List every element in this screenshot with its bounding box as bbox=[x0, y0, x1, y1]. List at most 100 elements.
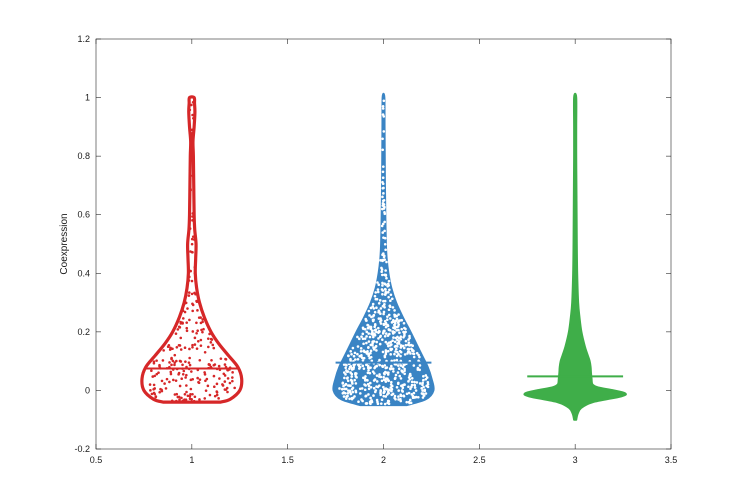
data-point bbox=[190, 131, 194, 135]
data-point bbox=[421, 389, 424, 392]
data-point bbox=[371, 302, 375, 306]
data-point bbox=[418, 355, 421, 359]
data-point bbox=[185, 373, 188, 377]
data-point bbox=[163, 382, 166, 385]
data-point bbox=[372, 318, 375, 322]
data-point bbox=[366, 326, 370, 330]
data-point bbox=[382, 252, 385, 255]
data-point bbox=[382, 375, 385, 379]
data-point bbox=[380, 398, 384, 402]
data-point bbox=[366, 364, 370, 368]
data-point bbox=[378, 299, 382, 302]
data-point bbox=[349, 392, 353, 396]
data-point bbox=[202, 327, 205, 331]
data-point bbox=[383, 293, 387, 296]
data-point bbox=[416, 366, 420, 370]
data-point bbox=[149, 389, 152, 392]
data-point bbox=[158, 365, 161, 368]
data-point bbox=[424, 377, 428, 381]
data-point bbox=[360, 387, 364, 390]
data-point bbox=[399, 346, 403, 349]
data-point bbox=[386, 349, 390, 353]
data-point bbox=[414, 389, 418, 392]
data-point bbox=[391, 306, 395, 309]
data-point bbox=[208, 332, 211, 336]
data-point bbox=[190, 128, 194, 132]
data-point bbox=[382, 130, 386, 133]
data-point bbox=[393, 322, 397, 325]
data-point bbox=[418, 364, 422, 367]
data-point bbox=[188, 227, 192, 230]
data-point bbox=[344, 383, 347, 387]
data-point bbox=[380, 268, 384, 271]
data-point bbox=[191, 215, 194, 218]
x-tick-label: 1 bbox=[189, 455, 194, 465]
data-point bbox=[210, 359, 213, 362]
data-point bbox=[152, 387, 155, 391]
data-point bbox=[181, 399, 185, 403]
data-point bbox=[387, 308, 391, 312]
data-point bbox=[191, 219, 194, 222]
data-point bbox=[152, 391, 156, 395]
data-point bbox=[386, 377, 389, 381]
data-point bbox=[408, 374, 412, 377]
data-point bbox=[381, 176, 385, 179]
data-point bbox=[160, 389, 164, 393]
data-point bbox=[353, 351, 357, 355]
data-point bbox=[385, 260, 388, 264]
data-point bbox=[388, 328, 392, 332]
data-point bbox=[345, 377, 349, 380]
data-point bbox=[388, 367, 392, 370]
data-point bbox=[394, 344, 398, 348]
data-point bbox=[377, 331, 380, 334]
data-point bbox=[381, 107, 385, 110]
data-point bbox=[385, 388, 389, 391]
data-point bbox=[381, 350, 385, 354]
data-point bbox=[352, 354, 356, 358]
data-point bbox=[387, 284, 391, 287]
data-point bbox=[364, 394, 368, 398]
data-point bbox=[399, 354, 402, 358]
data-point bbox=[362, 342, 365, 346]
data-point bbox=[384, 395, 388, 398]
x-tick-label: 2 bbox=[381, 455, 386, 465]
data-point bbox=[384, 283, 388, 286]
data-point bbox=[191, 302, 194, 306]
data-point bbox=[177, 373, 180, 376]
data-point bbox=[172, 378, 175, 382]
data-point bbox=[399, 335, 403, 339]
data-point bbox=[170, 357, 173, 361]
data-point bbox=[383, 305, 386, 309]
data-point bbox=[387, 313, 391, 317]
data-point bbox=[390, 387, 394, 391]
data-point bbox=[403, 372, 406, 376]
data-point bbox=[381, 170, 385, 174]
data-point bbox=[397, 381, 400, 385]
data-point bbox=[226, 390, 229, 394]
data-point bbox=[353, 378, 357, 382]
data-point bbox=[380, 379, 384, 383]
data-point bbox=[400, 318, 404, 322]
data-point bbox=[369, 327, 373, 331]
data-point bbox=[362, 356, 366, 360]
data-point bbox=[411, 394, 415, 398]
data-point bbox=[183, 346, 187, 349]
data-point bbox=[396, 338, 399, 342]
data-point bbox=[380, 338, 384, 341]
data-point bbox=[388, 317, 392, 320]
data-point bbox=[383, 220, 386, 224]
data-point bbox=[375, 330, 378, 334]
data-point bbox=[381, 258, 384, 262]
data-point bbox=[359, 392, 362, 395]
data-point bbox=[375, 380, 379, 383]
data-point bbox=[372, 372, 376, 375]
data-point bbox=[201, 320, 204, 324]
data-point bbox=[366, 324, 370, 327]
data-point bbox=[362, 349, 366, 352]
y-tick-label: 0.2 bbox=[77, 327, 90, 337]
data-point bbox=[411, 349, 414, 353]
data-point bbox=[400, 384, 403, 388]
data-point bbox=[383, 355, 387, 359]
data-point bbox=[351, 396, 355, 400]
data-point bbox=[192, 116, 195, 120]
